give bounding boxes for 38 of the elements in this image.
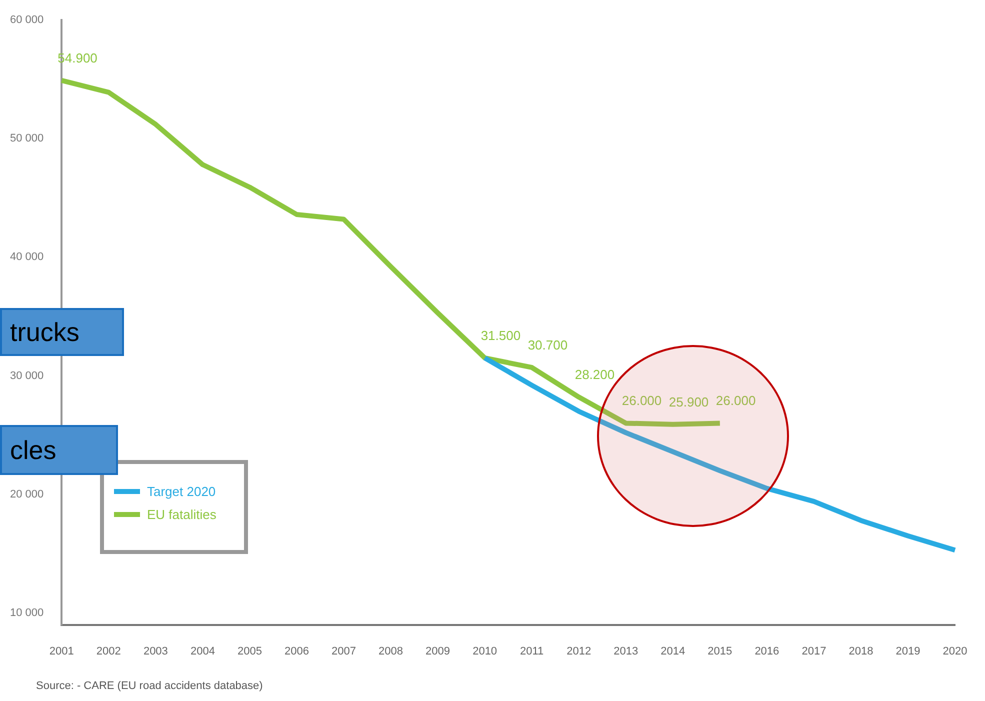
y-tick-label: 40 000 <box>10 251 44 264</box>
x-tick-label: 2020 <box>942 645 968 658</box>
x-tick-label: 2008 <box>378 645 404 658</box>
x-tick-label: 2013 <box>614 645 638 658</box>
x-tick-label: 2012 <box>566 645 592 658</box>
y-tick-label: 20 000 <box>10 488 44 500</box>
x-tick-label: 2018 <box>848 645 874 658</box>
text: cles <box>0 425 118 475</box>
x-tick-label: 2004 <box>190 645 215 658</box>
data-label: 26.000 <box>716 393 756 408</box>
x-tick-label: 2019 <box>896 645 920 658</box>
annotation: trucks <box>0 308 124 356</box>
x-tick-label: 2009 <box>426 645 450 658</box>
legend-label: EU fatalities <box>147 507 216 522</box>
x-tick-label: 2005 <box>237 645 262 658</box>
data-label: 26.000 <box>622 393 662 408</box>
x-tick-label: 2002 <box>96 645 121 658</box>
x-tick-label: 2011 <box>520 645 544 658</box>
x-tick-label: 2015 <box>708 645 732 658</box>
x-tick-label: 2014 <box>660 645 686 658</box>
data-label: 28.200 <box>574 367 615 382</box>
y-tick-label: 10 000 <box>10 606 44 619</box>
y-tick-label: 30 000 <box>10 370 44 382</box>
x-tick-label: 2017 <box>802 645 826 658</box>
x-tick-label: 2001 <box>49 645 74 658</box>
source-note: Source: - CARE (EU road accidents database) <box>36 680 263 692</box>
x-tick-label: 2006 <box>284 645 309 658</box>
y-tick-label: 60 000 <box>10 14 44 26</box>
y-tick-label: 50 000 <box>10 132 44 145</box>
data-label: 25.900 <box>668 394 709 410</box>
data-label: 31.500 <box>480 328 521 343</box>
legend-label: Target 2020 <box>147 484 216 499</box>
x-tick-label: 2010 <box>472 645 498 658</box>
x-tick-label: 2016 <box>754 645 780 658</box>
x-tick-label: 2007 <box>332 645 356 658</box>
x-tick-label: 2003 <box>143 645 168 658</box>
data-label: 30.700 <box>528 337 568 352</box>
data-label: 54.900 <box>58 50 98 66</box>
